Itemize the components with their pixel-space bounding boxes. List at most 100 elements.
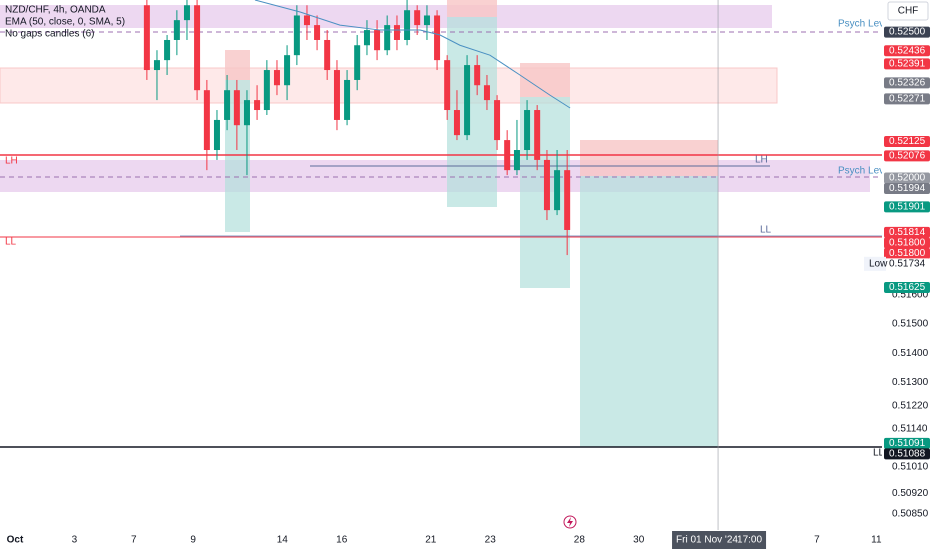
price-tag-label: 0.52391 — [889, 59, 926, 70]
annotation: LH — [755, 155, 768, 166]
candle-body — [453, 110, 460, 136]
candle-body — [524, 110, 531, 151]
price-tag — [884, 77, 930, 89]
price-tag-label: 0.51994 — [889, 183, 926, 194]
crosshair-time: 17:00 — [737, 535, 762, 546]
y-tick-label: 0.51600 — [892, 289, 929, 300]
zone — [0, 5, 772, 28]
time-axis — [0, 530, 932, 550]
legend-ema: EMA (50, close, 0, SMA, 5) — [5, 17, 125, 28]
candle-body — [194, 5, 201, 91]
price-tag — [884, 247, 930, 259]
price-tag-label: 0.52326 — [889, 78, 926, 89]
price-tag — [884, 172, 930, 184]
annotation: LL — [873, 448, 885, 459]
annotation-box — [864, 256, 886, 271]
candle-body — [494, 100, 501, 141]
zone — [0, 160, 870, 192]
price-tag — [884, 26, 930, 38]
price-tag — [884, 136, 930, 148]
candle-body — [344, 79, 351, 120]
price-tag-label: 0.52000 — [889, 173, 926, 184]
plot — [143, 0, 719, 530]
candle-body — [534, 110, 541, 160]
currency-box[interactable] — [887, 1, 929, 21]
candle-body — [243, 100, 250, 126]
price-tag-label: 0.51901 — [889, 202, 926, 213]
price-tag — [884, 437, 930, 449]
annotation: Psych Level — [838, 166, 892, 177]
price-tag-label: 0.51814 — [889, 227, 926, 238]
candle-body — [164, 39, 171, 61]
price-tag-label: 0.52125 — [889, 136, 926, 147]
price-tag-label: 0.51091 — [889, 438, 926, 449]
price-tag — [884, 183, 930, 195]
price-tag — [884, 237, 930, 249]
candle-body — [393, 25, 400, 40]
candle-body — [143, 5, 150, 71]
candle-body — [233, 90, 240, 126]
short-risk — [447, 0, 497, 17]
y-tick-label: 0.51500 — [892, 319, 929, 330]
x-tick-label: 14 — [277, 535, 289, 546]
x-tick-label: 23 — [485, 535, 497, 546]
price-tag-label: 0.52436 — [889, 45, 926, 56]
candle-body — [384, 25, 391, 51]
candle-body — [153, 60, 160, 71]
candle-body — [554, 170, 561, 211]
lightning-icon[interactable] — [563, 515, 577, 529]
x-tick-label: 16 — [336, 535, 348, 546]
candle-body — [363, 30, 370, 46]
price-tag — [884, 58, 930, 70]
x-tick-label: 3 — [72, 535, 78, 546]
y-tick-label: 0.50850 — [892, 508, 929, 519]
annotation: LL — [760, 225, 772, 236]
candle-body — [273, 70, 280, 86]
candle-body — [224, 90, 231, 120]
annotation: Low — [869, 258, 888, 269]
candle-body — [404, 10, 411, 40]
subtitle: No gaps candles (6) — [5, 29, 95, 40]
candle-body — [333, 70, 340, 120]
candle-body — [213, 119, 220, 151]
x-tick-label: Oct — [7, 535, 24, 546]
candle-body — [183, 5, 190, 21]
candle-body — [434, 15, 441, 61]
short-target — [580, 176, 718, 447]
price-tag-label: 0.51734 — [889, 258, 926, 269]
y-tick-label: 0.51300 — [892, 377, 929, 388]
price-tag-label: 0.51088 — [889, 448, 926, 459]
price-tag — [884, 201, 930, 213]
candle-body — [263, 70, 270, 111]
short-risk — [580, 140, 718, 176]
candle-body — [293, 15, 300, 56]
crosshair-date: Fri 01 Nov '24 — [676, 535, 738, 546]
x-tick-label: 11 — [871, 535, 882, 546]
y-tick-label: 0.51220 — [892, 400, 929, 411]
candle-body — [513, 150, 520, 171]
drawings — [0, 0, 882, 448]
candle-body — [423, 15, 430, 26]
price-tag-label: 0.51625 — [889, 282, 926, 293]
x-tick-label: 30 — [633, 535, 645, 546]
candle-body — [284, 55, 291, 86]
x-tick-label: 7 — [131, 535, 137, 546]
annotations: LH LL Psych Level Psych Level LH LL LL — [5, 19, 892, 459]
candle-body — [173, 20, 180, 40]
x-tick-label: 7 — [814, 535, 820, 546]
ema-line — [254, 0, 571, 109]
price-tag — [884, 281, 930, 293]
candle-body — [483, 85, 490, 101]
candle-body — [444, 60, 451, 111]
y-tick-label: 0.51010 — [892, 462, 929, 473]
annotation: Psych Level — [838, 19, 892, 30]
currency: CHF — [898, 6, 919, 17]
annotation: LL — [5, 237, 17, 248]
candle-body — [203, 90, 210, 151]
candle-body — [504, 140, 511, 171]
candle-body — [314, 25, 321, 40]
x-tick-label: 28 — [574, 535, 586, 546]
price-tag-label: 0.52500 — [889, 27, 926, 38]
